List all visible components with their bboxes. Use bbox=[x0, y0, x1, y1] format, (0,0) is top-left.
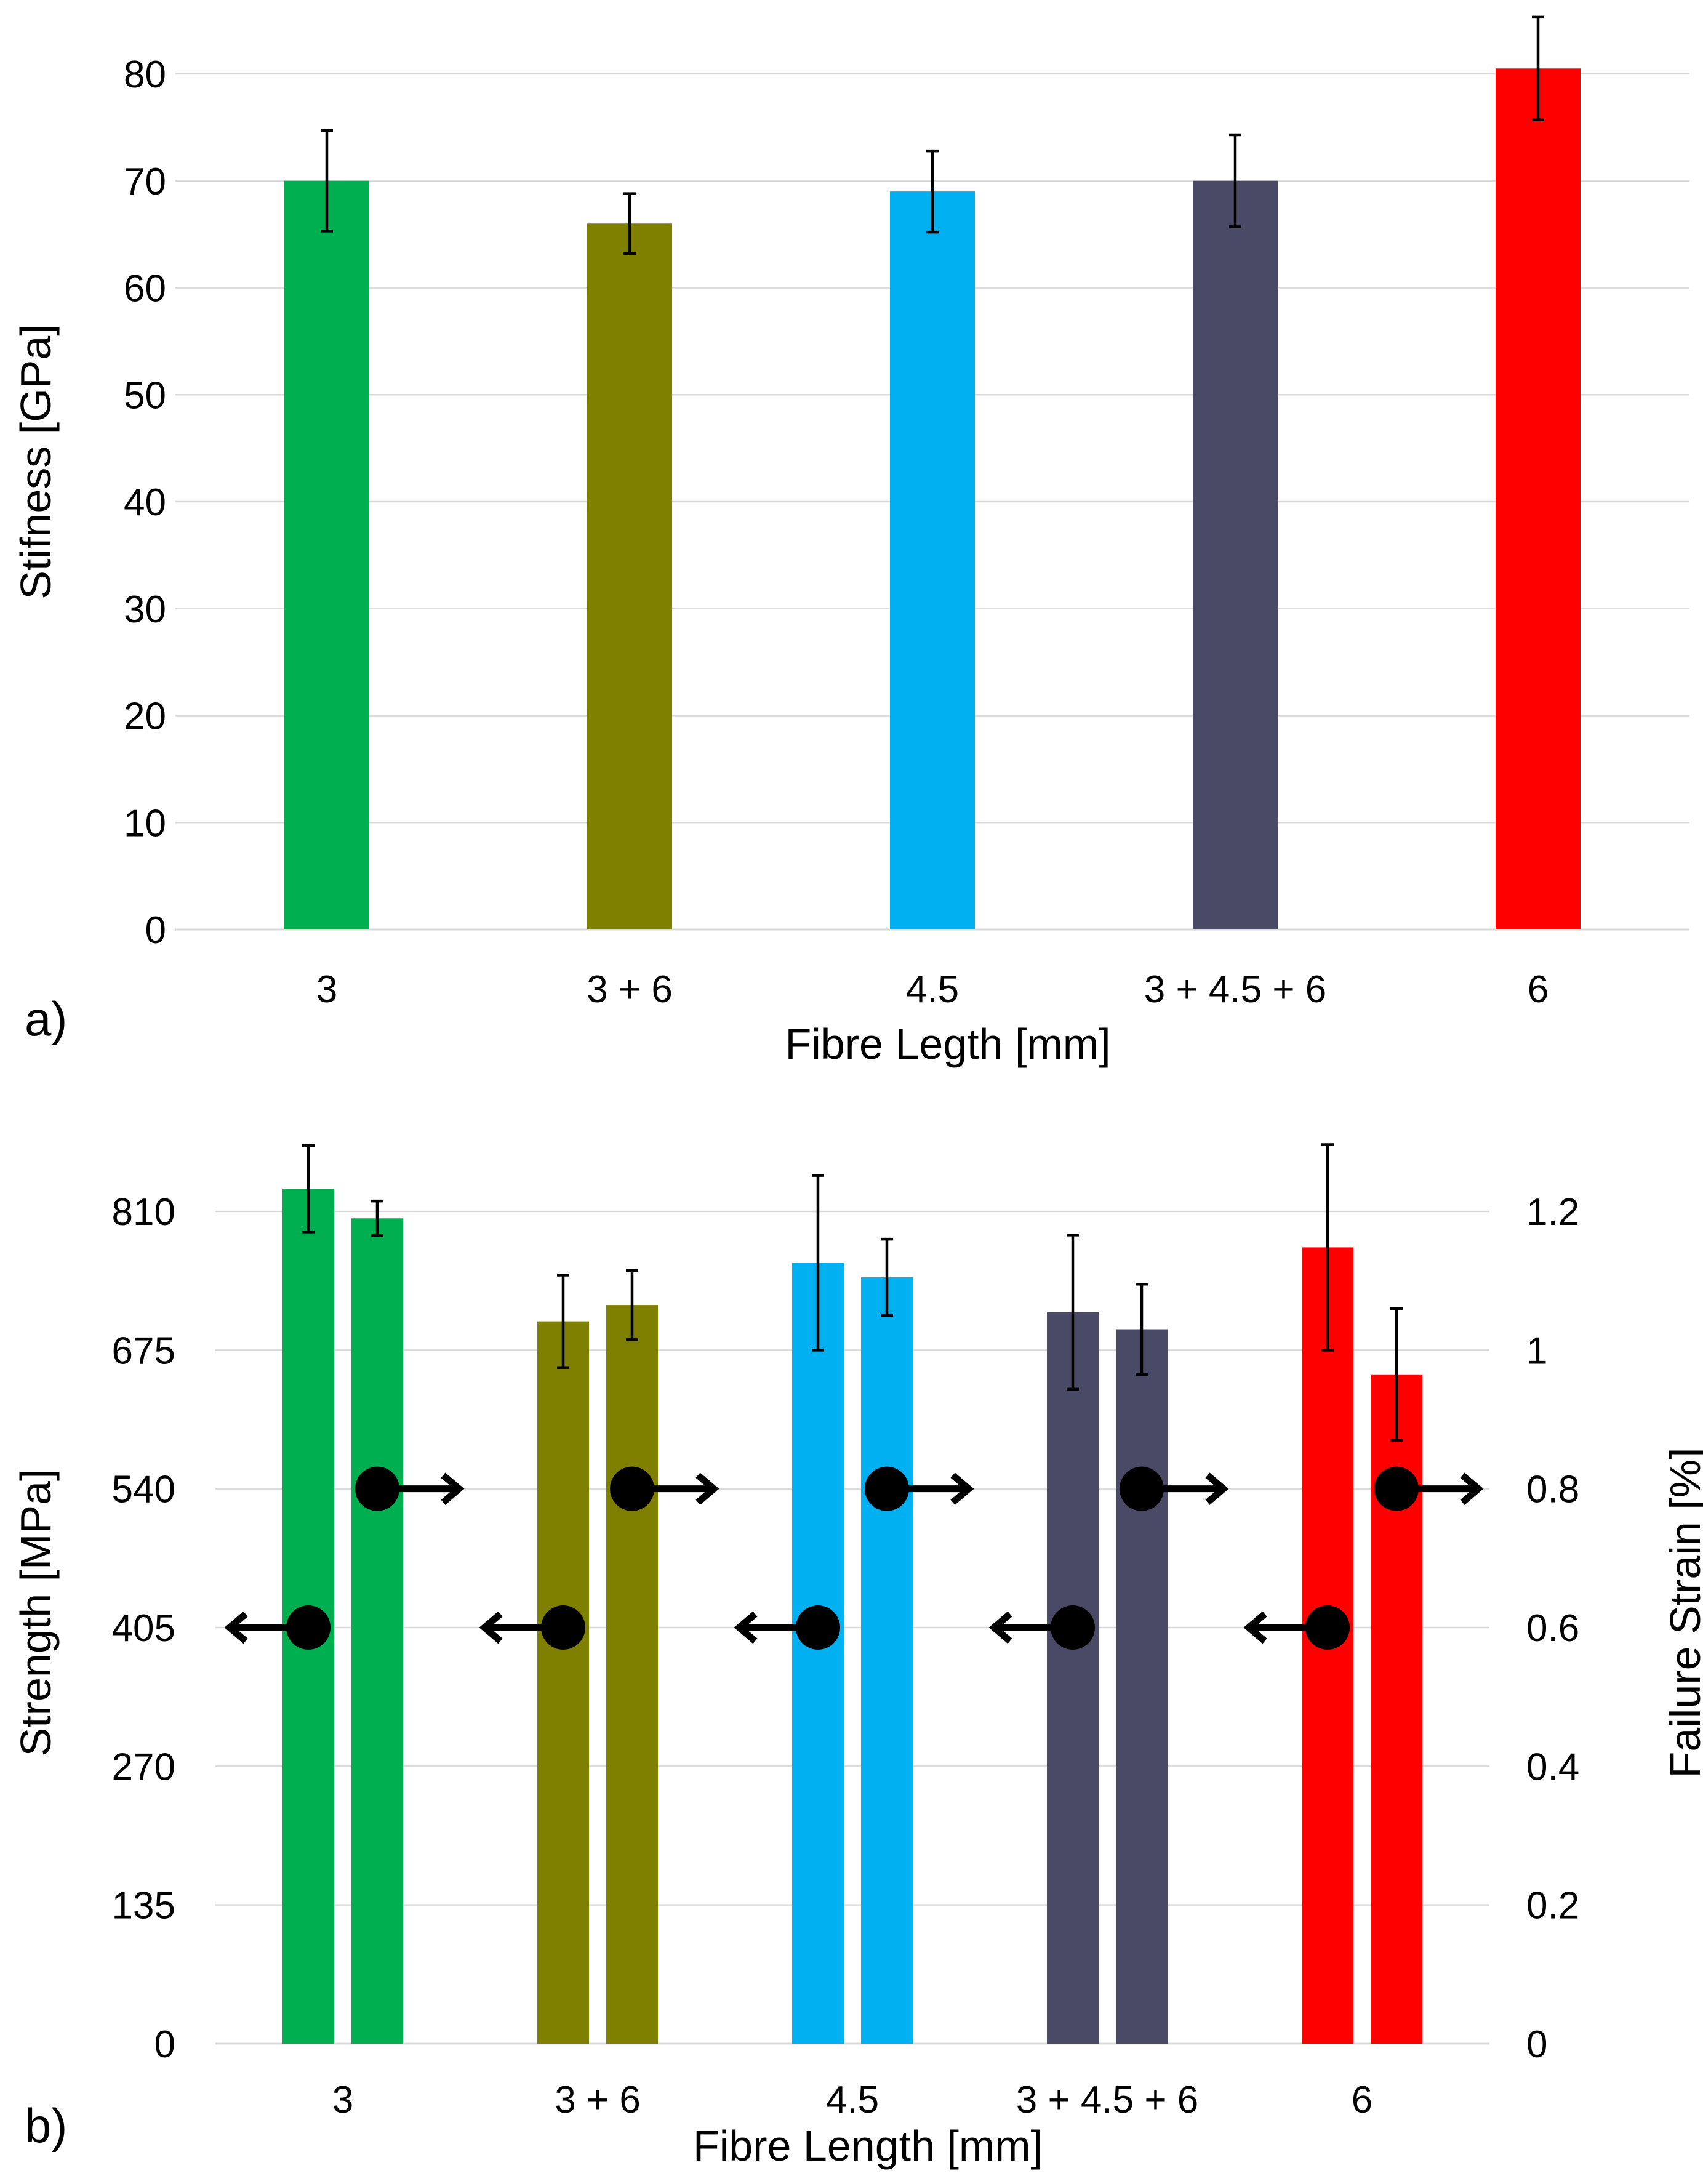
chart-a-y-tick-50: 50 bbox=[124, 374, 166, 417]
chart-a-bars bbox=[284, 68, 1581, 929]
chart-b-axis-markers bbox=[224, 1466, 1484, 1650]
chart-b-strength-bar-4-5 bbox=[792, 1263, 844, 2044]
chart-a-y-tick-80: 80 bbox=[124, 54, 166, 96]
chart-b-strain-marker-arrowhead-3-4-5-6 bbox=[1205, 1472, 1229, 1505]
chart-a-x-tick-3: 3 bbox=[316, 968, 337, 1011]
chart-b-strength-marker-arrowhead-3 bbox=[224, 1611, 248, 1644]
panel-b-label: b) bbox=[25, 2098, 67, 2153]
chart-b-y-tick-right-0.6: 0.6 bbox=[1526, 1607, 1579, 1650]
chart-b-x-tick-4-5: 4.5 bbox=[826, 2079, 879, 2121]
chart-b-strength-bar-3-6 bbox=[537, 1321, 589, 2044]
chart-b-x-tick-3-4-5-6: 3 + 4.5 + 6 bbox=[1016, 2079, 1198, 2121]
chart-a-bar-4-5 bbox=[890, 191, 975, 929]
chart-a-x-tick-3-4-5-6: 3 + 4.5 + 6 bbox=[1144, 968, 1326, 1011]
chart-a-y-tick-20: 20 bbox=[124, 696, 166, 738]
chart-a-y-tick-60: 60 bbox=[124, 268, 166, 310]
chart-a-y-tick-30: 30 bbox=[124, 588, 166, 631]
chart-a-x-tick-4-5: 4.5 bbox=[906, 968, 959, 1011]
chart-b-y-tick-right-1: 1 bbox=[1526, 1330, 1547, 1372]
chart-a-bar-6 bbox=[1496, 68, 1581, 929]
chart-b-y-axis-title-left: Strength [MPa] bbox=[12, 1469, 60, 1757]
chart-a-y-tick-10: 10 bbox=[124, 802, 166, 845]
chart-b-strength-bar-3-4-5-6 bbox=[1047, 1312, 1099, 2044]
chart-b-bars bbox=[282, 1189, 1422, 2044]
chart-b-y-ticks-left: 0 135 270 405 540 675 810 bbox=[112, 1191, 175, 2066]
chart-b-strain-marker-arrowhead-6 bbox=[1460, 1472, 1484, 1505]
chart-a-bar-3-6 bbox=[587, 223, 672, 929]
panel-a-label: a) bbox=[25, 992, 67, 1046]
chart-b-y-tick-left-0: 0 bbox=[154, 2023, 175, 2066]
chart-b-y-tick-left-540: 540 bbox=[112, 1469, 175, 1511]
chart-b-y-tick-right-0: 0 bbox=[1526, 2023, 1547, 2066]
chart-b-x-tick-6: 6 bbox=[1352, 2079, 1372, 2121]
chart-b-x-axis-title: Fibre Length [mm] bbox=[693, 2122, 1043, 2170]
chart-a-y-axis-title: Stifness [GPa] bbox=[12, 324, 60, 599]
chart-b-y-tick-right-0.4: 0.4 bbox=[1526, 1746, 1579, 1788]
chart-b-strength-marker-arrowhead-4-5 bbox=[734, 1611, 758, 1644]
chart-b-strain-marker-arrowhead-3 bbox=[441, 1472, 465, 1505]
chart-b-strength-marker-arrowhead-3-4-5-6 bbox=[988, 1611, 1012, 1644]
chart-a-x-tick-3-6: 3 + 6 bbox=[587, 968, 673, 1011]
chart-b-error-bars bbox=[302, 1143, 1403, 1442]
chart-b-y-tick-left-270: 270 bbox=[112, 1746, 175, 1788]
chart-b-strain-bar-3-6 bbox=[606, 1305, 658, 2044]
chart-b-strain-marker-arrowhead-4-5 bbox=[950, 1472, 974, 1505]
chart-b-strain-bar-3 bbox=[351, 1218, 403, 2044]
chart-b-strength-marker-arrowhead-3-6 bbox=[479, 1611, 503, 1644]
chart-b-y-tick-left-675: 675 bbox=[112, 1330, 175, 1372]
chart-a-bar-3 bbox=[284, 180, 369, 929]
chart-a-x-axis-title: Fibre Legth [mm] bbox=[785, 1020, 1110, 1068]
chart-b-y-ticks-right: 0 0.2 0.4 0.6 0.8 1 1.2 bbox=[1526, 1191, 1579, 2066]
chart-a-y-tick-0: 0 bbox=[145, 909, 166, 952]
chart-a-y-tick-40: 40 bbox=[124, 481, 166, 524]
chart-a-x-ticks: 3 3 + 6 4.5 3 + 4.5 + 6 6 bbox=[316, 968, 1549, 1011]
chart-b-strength-marker-arrowhead-6 bbox=[1243, 1611, 1267, 1644]
chart-b-y-axis-title-right: Failure Strain [%] bbox=[1661, 1448, 1703, 1778]
chart-a-y-ticks: 0 10 20 30 40 50 60 70 80 bbox=[124, 54, 166, 952]
chart-a-x-tick-6: 6 bbox=[1528, 968, 1549, 1011]
chart-b-y-tick-right-0.8: 0.8 bbox=[1526, 1469, 1579, 1511]
chart-b-y-tick-left-405: 405 bbox=[112, 1607, 175, 1650]
chart-b-y-tick-right-0.2: 0.2 bbox=[1526, 1885, 1579, 1927]
chart-b-y-tick-left-810: 810 bbox=[112, 1191, 175, 1234]
chart-b-y-tick-right-1.2: 1.2 bbox=[1526, 1191, 1579, 1234]
chart-b-y-tick-left-135: 135 bbox=[112, 1885, 175, 1927]
chart-b-strain-marker-arrowhead-3-6 bbox=[695, 1472, 719, 1505]
chart-a-y-tick-70: 70 bbox=[124, 161, 166, 203]
chart-b-x-ticks: 3 3 + 6 4.5 3 + 4.5 + 6 6 bbox=[332, 2079, 1372, 2121]
chart-a-error-bars bbox=[321, 15, 1544, 255]
chart-b-x-tick-3-6: 3 + 6 bbox=[555, 2079, 641, 2121]
chart-b-strain-bar-4-5 bbox=[861, 1277, 913, 2044]
chart-b-strain-bar-3-4-5-6 bbox=[1116, 1329, 1168, 2044]
chart-b-x-tick-3: 3 bbox=[332, 2079, 353, 2121]
chart-b-gridlines bbox=[215, 1210, 1489, 2045]
chart-a-bar-3-4-5-6 bbox=[1193, 180, 1278, 929]
